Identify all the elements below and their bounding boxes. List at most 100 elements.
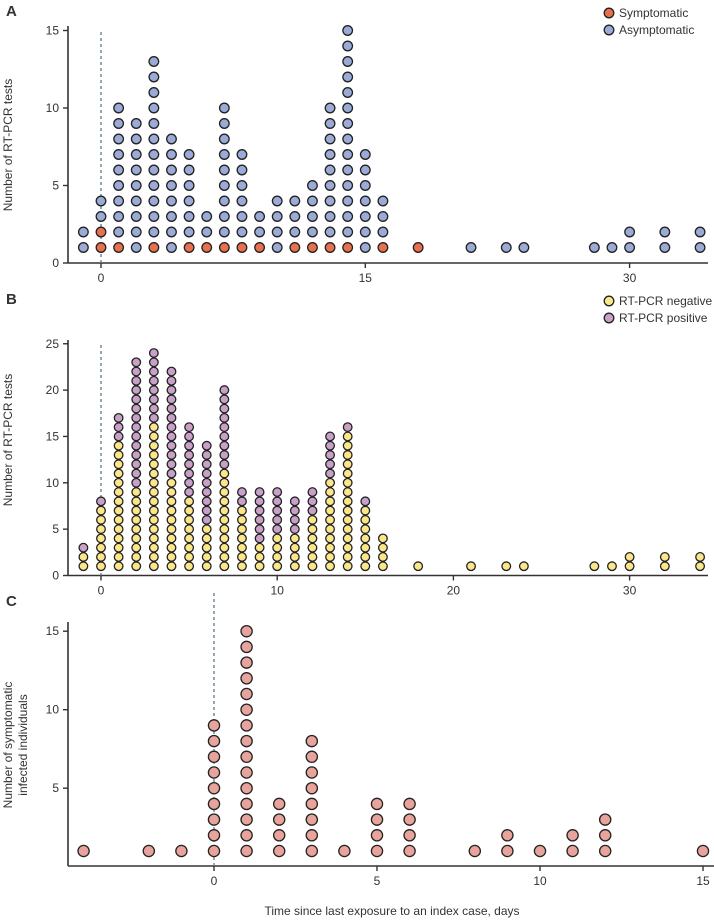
dot-rt-pcr-negative [96, 514, 106, 525]
dot-symptomatic [289, 242, 301, 253]
dot-rt-pcr-positive [289, 505, 300, 516]
dot-symptomatic-infected [305, 844, 319, 858]
dot-rt-pcr-negative [166, 552, 177, 562]
dot-asymptomatic [166, 195, 177, 207]
dot-rt-pcr-negative [113, 561, 124, 572]
dot-rt-pcr-negative [166, 524, 177, 535]
dot-asymptomatic [342, 102, 354, 114]
dot-rt-pcr-positive [148, 403, 159, 414]
dot-rt-pcr-negative [589, 561, 600, 572]
dot-symptomatic-infected [370, 829, 384, 842]
dot-symptomatic-infected [207, 734, 221, 748]
dot-asymptomatic [271, 226, 283, 238]
panel-b-legend: RT-PCR negative RT-PCR positive [603, 294, 712, 325]
panel-c-label: C [6, 593, 17, 610]
dot-asymptomatic [130, 180, 142, 191]
dot-rt-pcr-negative [325, 514, 336, 525]
panel-a: A Number of RT-PCR tests 0 5 10 15 0 15 30 Sym… [1, 3, 708, 285]
dot-asymptomatic [166, 242, 177, 253]
dot-rt-pcr-positive [131, 394, 142, 405]
dot-rt-pcr-negative [219, 514, 230, 525]
dot-rt-pcr-positive [325, 450, 336, 460]
dot-rt-pcr-positive [148, 366, 159, 377]
dot-rt-pcr-negative [148, 468, 159, 479]
dot-rt-pcr-negative [342, 487, 353, 498]
dot-rt-pcr-negative [325, 552, 336, 562]
dot-rt-pcr-negative [148, 487, 159, 498]
y-tick-label: 25 [46, 337, 60, 351]
dot-rt-pcr-positive [166, 385, 177, 396]
dot-rt-pcr-negative [325, 477, 336, 488]
y-tick-label: 10 [46, 476, 60, 490]
dot-asymptomatic [218, 102, 230, 114]
dot-asymptomatic [518, 242, 530, 253]
dot-rt-pcr-negative [342, 533, 353, 544]
dot-asymptomatic [359, 164, 371, 176]
dot-rt-pcr-positive [254, 496, 265, 507]
dot-rt-pcr-positive [219, 431, 230, 442]
dot-rt-pcr-negative [518, 561, 529, 572]
dot-asymptomatic [306, 226, 318, 238]
panel-b-label: B [6, 291, 17, 308]
dot-rt-pcr-positive [272, 505, 283, 516]
dot-symptomatic-infected [240, 719, 253, 732]
dot-symptomatic-infected [305, 734, 319, 748]
dot-rt-pcr-negative [325, 505, 336, 516]
dot-rt-pcr-negative [201, 561, 212, 572]
dot-asymptomatic [659, 226, 671, 238]
dot-rt-pcr-negative [78, 561, 89, 572]
dot-symptomatic-infected [403, 813, 416, 826]
dot-rt-pcr-negative [360, 552, 371, 562]
dot-rt-pcr-positive [201, 505, 212, 516]
dot-symptomatic-infected [272, 844, 286, 858]
dot-rt-pcr-negative [113, 514, 124, 525]
dot-rt-pcr-negative [113, 533, 124, 544]
dot-rt-pcr-negative [201, 552, 212, 562]
dot-rt-pcr-positive [307, 505, 318, 516]
dot-rt-pcr-positive [219, 422, 230, 433]
dot-asymptomatic [500, 242, 512, 253]
dot-asymptomatic [218, 164, 230, 176]
dot-rt-pcr-negative [342, 477, 353, 488]
dot-symptomatic-infected [240, 656, 253, 669]
dot-asymptomatic [359, 180, 371, 191]
y-tick-label: 20 [46, 383, 60, 397]
dot-symptomatic-infected [240, 797, 253, 811]
dot-rt-pcr-negative [219, 487, 230, 498]
legend-negative-swatch [603, 295, 615, 307]
dot-rt-pcr-negative [624, 561, 635, 572]
dot-symptomatic-infected [207, 781, 221, 795]
dot-rt-pcr-positive [201, 496, 212, 507]
dot-asymptomatic [130, 164, 142, 176]
dot-rt-pcr-positive [166, 375, 177, 386]
dot-rt-pcr-negative [377, 533, 388, 544]
dot-rt-pcr-negative [307, 552, 318, 562]
dot-asymptomatic [289, 211, 301, 222]
dot-rt-pcr-positive [131, 450, 142, 460]
dot-asymptomatic [342, 133, 354, 145]
dot-rt-pcr-positive [166, 431, 177, 442]
dot-rt-pcr-negative [219, 533, 230, 544]
dot-rt-pcr-positive [254, 524, 265, 535]
dot-rt-pcr-negative [148, 552, 159, 562]
dot-rt-pcr-negative [219, 552, 230, 562]
dot-asymptomatic [236, 149, 248, 160]
dot-rt-pcr-negative [342, 505, 353, 516]
dot-rt-pcr-negative [131, 514, 142, 525]
dot-rt-pcr-negative [148, 431, 159, 442]
dot-rt-pcr-positive [166, 403, 177, 414]
dot-rt-pcr-positive [131, 385, 142, 396]
dot-rt-pcr-positive [166, 468, 177, 479]
dot-symptomatic-infected [598, 829, 612, 842]
dot-asymptomatic [324, 211, 336, 222]
dot-symptomatic-infected [370, 844, 384, 858]
dot-asymptomatic [306, 180, 318, 191]
dot-symptomatic [113, 242, 125, 253]
dot-asymptomatic [148, 133, 160, 145]
dot-rt-pcr-negative [184, 496, 195, 507]
dot-symptomatic-infected [240, 750, 253, 764]
dot-rt-pcr-negative [148, 459, 159, 470]
panel-a-ylabel: Number of RT-PCR tests [1, 79, 15, 211]
dot-rt-pcr-positive [184, 487, 195, 498]
dot-asymptomatic [359, 149, 371, 160]
